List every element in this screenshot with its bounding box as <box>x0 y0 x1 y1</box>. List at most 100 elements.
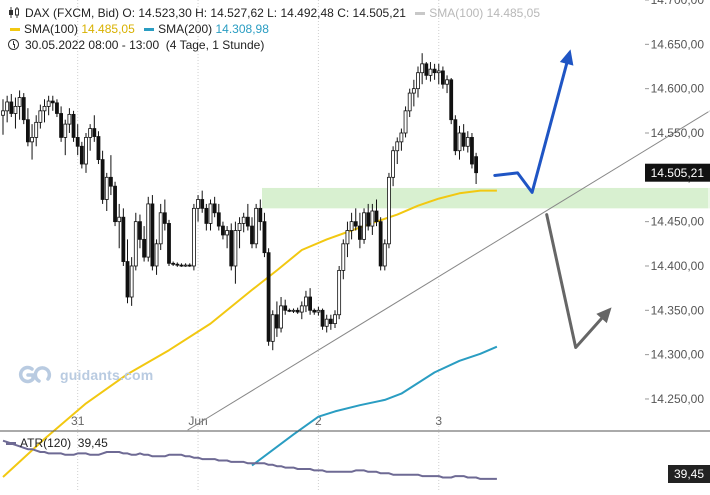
candle <box>216 203 221 231</box>
candle-body <box>378 221 383 267</box>
candle-body <box>59 113 63 138</box>
candle <box>55 99 59 118</box>
candle-body <box>34 121 39 138</box>
candle <box>237 217 242 249</box>
candle-body <box>9 101 14 114</box>
candle-body <box>96 136 101 160</box>
candle <box>337 265 342 320</box>
candle <box>474 152 479 184</box>
candle-body <box>270 314 275 342</box>
candle-body <box>175 263 180 266</box>
candle-body <box>42 105 47 112</box>
candle <box>424 62 429 80</box>
x-tick-label: 3 <box>435 414 442 428</box>
candle-body <box>46 100 51 107</box>
candle-body <box>5 101 10 112</box>
candle <box>283 299 288 315</box>
candle-body <box>254 207 259 245</box>
candle <box>233 221 238 284</box>
candle-body <box>416 72 420 90</box>
candle-body <box>266 252 271 342</box>
candle <box>353 208 358 231</box>
candle <box>187 263 192 267</box>
candle-body <box>424 63 429 76</box>
candle <box>113 181 117 227</box>
guidants-logo-icon <box>18 365 52 384</box>
candle <box>129 257 134 306</box>
candle <box>266 248 271 346</box>
legend-row-averages: SMA(100) 14.485,05 SMA(200) 14.308,98 <box>8 21 269 37</box>
candle <box>104 172 109 212</box>
candle-body <box>353 221 358 227</box>
candle-body <box>391 150 396 178</box>
candle-body <box>374 210 379 223</box>
candle <box>308 288 313 315</box>
candle-body <box>387 176 391 245</box>
candle-body <box>291 309 296 312</box>
guidants-text: guidants.com <box>60 367 154 383</box>
sma200-label: SMA(200) <box>158 22 213 36</box>
candle <box>291 308 296 313</box>
candle-body <box>474 156 479 174</box>
y-tick-label: 14.300,00 <box>651 348 705 362</box>
sma100-line <box>2 189 497 478</box>
candle <box>125 239 130 304</box>
candle-body <box>370 210 375 227</box>
candle-body <box>225 230 230 236</box>
candle-body <box>345 230 350 245</box>
candle <box>279 297 283 333</box>
candle <box>150 195 155 271</box>
candle <box>324 314 329 333</box>
projection-layer <box>493 49 612 349</box>
sma100-swatch <box>10 28 20 32</box>
candle <box>341 239 346 280</box>
candle <box>391 146 396 187</box>
candle <box>374 199 379 227</box>
candle <box>21 93 26 125</box>
bearish-projection-arrow <box>545 213 611 349</box>
candle-body <box>17 97 22 107</box>
candle <box>46 95 51 116</box>
range-note: (4 Tage, 1 Stunde) <box>165 38 265 52</box>
candle <box>138 214 142 249</box>
candle <box>162 199 167 231</box>
candle-body <box>221 225 225 236</box>
candle <box>171 261 176 266</box>
candle <box>370 203 375 235</box>
candle-body <box>382 243 387 267</box>
y-tick-label: 14.450,00 <box>651 215 705 229</box>
candle-body <box>88 128 93 138</box>
candle-body <box>142 238 147 258</box>
candle-body <box>13 105 18 114</box>
candle-body <box>158 212 163 245</box>
last-price-tag <box>645 163 710 182</box>
date-range: 30.05.2022 08:00 - 13:00 <box>25 38 160 52</box>
candle-body <box>200 199 205 209</box>
candle-body <box>328 318 333 325</box>
candle <box>378 217 383 271</box>
candle <box>5 95 10 123</box>
candle <box>79 141 84 169</box>
candle <box>96 131 101 165</box>
candle <box>470 132 474 169</box>
candle-body <box>395 141 400 152</box>
y-tick-label: 14.550,00 <box>651 126 705 140</box>
candle-body <box>104 176 109 200</box>
candle <box>416 66 420 98</box>
candle <box>328 314 333 330</box>
candle <box>241 212 246 233</box>
candle <box>146 196 151 262</box>
candle <box>395 137 400 165</box>
y-tick-label: 14.700,00 <box>651 0 705 7</box>
candle <box>25 108 30 147</box>
candle <box>457 125 462 160</box>
candle <box>262 212 267 258</box>
candle-body <box>30 137 34 143</box>
candle-body <box>162 212 167 224</box>
y-tick-label: 14.600,00 <box>651 82 705 96</box>
candle <box>221 221 225 240</box>
candle <box>453 115 458 156</box>
y-tick-label: 14.400,00 <box>651 259 705 273</box>
candle <box>320 308 325 330</box>
